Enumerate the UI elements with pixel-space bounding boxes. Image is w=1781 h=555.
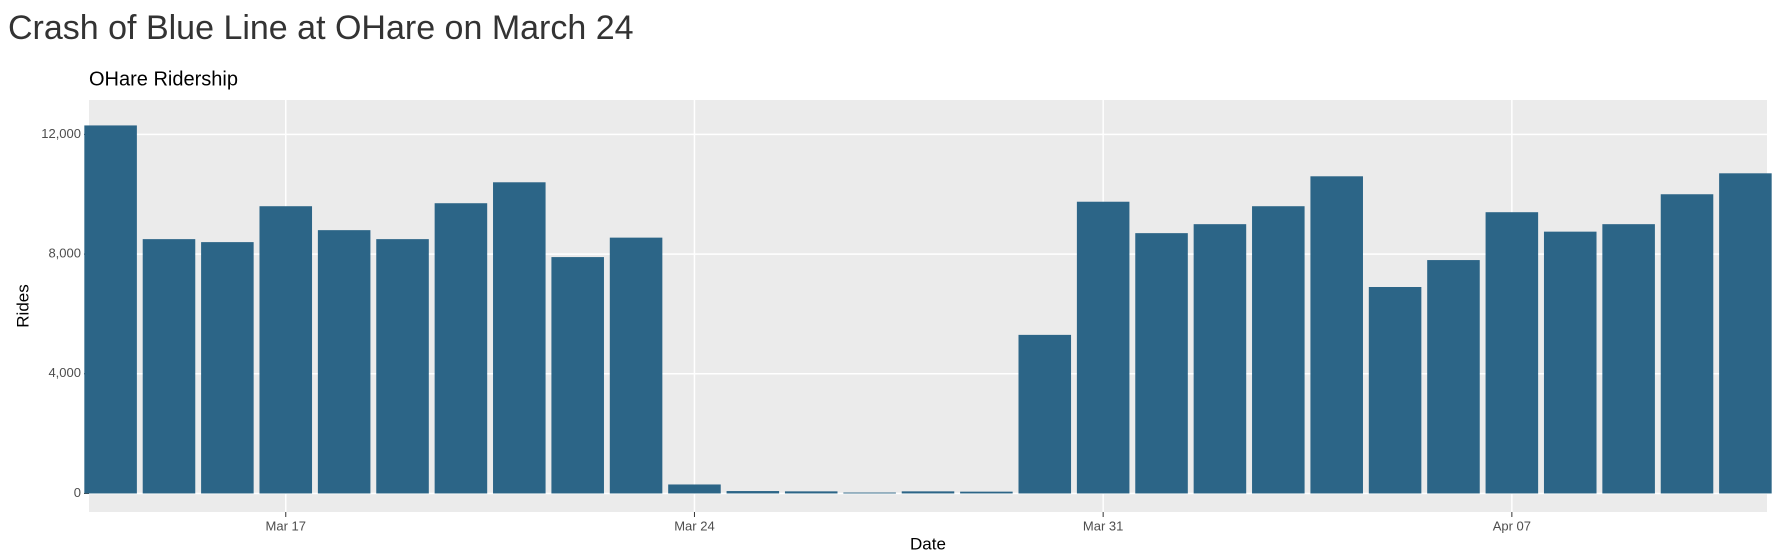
bar [493,182,546,494]
bar [1602,224,1655,494]
bar [434,203,488,494]
bar [84,125,137,494]
x-axis-label: Date [910,534,946,553]
bar [201,242,254,494]
chart-title: Crash of Blue Line at OHare on March 24 [8,9,634,47]
bar [1310,176,1363,494]
bar [1368,287,1422,494]
bar [609,237,663,494]
bar [1076,201,1130,494]
bar [1660,194,1714,494]
x-tick-label: Mar 17 [266,518,306,533]
bar [1543,231,1597,494]
bar [1018,334,1072,494]
x-tick-label: Mar 24 [674,518,714,533]
chart-subtitle: OHare Ridership [89,68,238,90]
bar [843,492,896,494]
bar [551,257,604,494]
bar [1135,233,1188,494]
bar [259,206,313,494]
bar [1719,173,1772,494]
y-tick-label: 4,000 [48,365,81,380]
bar [376,239,429,494]
y-tick-label: 8,000 [48,246,81,261]
bar [1193,224,1247,494]
bar [142,239,196,494]
bar [960,491,1013,494]
y-tick-label: 0 [74,485,81,500]
bar [784,491,838,494]
y-axis-label: Rides [13,284,32,327]
bar [1427,260,1480,494]
bar [726,491,780,494]
bar [1252,206,1305,494]
bar [901,491,955,494]
bar [317,230,371,494]
bar [1485,212,1539,494]
x-tick-label: Apr 07 [1493,518,1531,533]
x-tick-label: Mar 31 [1083,518,1123,533]
bar [668,484,721,494]
y-tick-label: 12,000 [41,126,81,141]
